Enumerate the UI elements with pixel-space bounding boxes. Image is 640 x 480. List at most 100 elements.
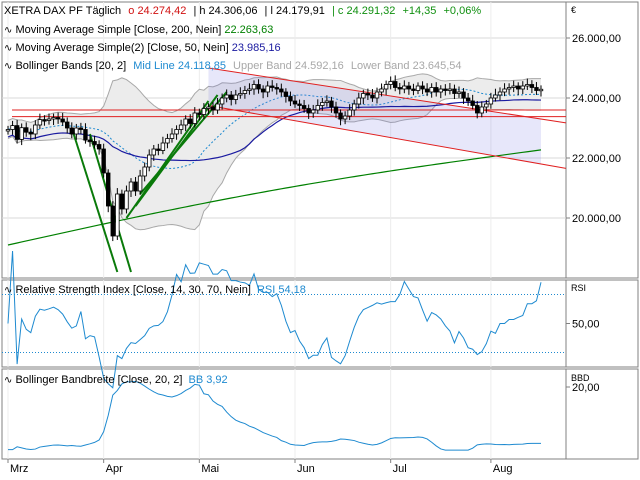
lower-value: 23.645,54 bbox=[412, 60, 462, 72]
bbw-legend[interactable]: ∿ Bollinger Bandbreite [Close, 20, 2] BB… bbox=[4, 374, 228, 386]
rsi-line bbox=[7, 250, 542, 389]
wave-icon: ∿ bbox=[4, 61, 13, 72]
bollinger-params: [20, 2] bbox=[95, 60, 127, 72]
candle-body bbox=[238, 93, 243, 96]
candle-body bbox=[178, 124, 184, 130]
candle-body bbox=[475, 105, 480, 114]
candle-body bbox=[188, 118, 193, 124]
bbw-tick-label: 20,00 bbox=[572, 382, 600, 394]
candle-body bbox=[69, 127, 74, 135]
candle-body bbox=[74, 127, 79, 135]
close-value: 24.291,32 bbox=[346, 5, 396, 17]
candle-body bbox=[484, 103, 489, 108]
candle-body bbox=[497, 91, 503, 96]
price-tick-label: 26.000,00 bbox=[572, 33, 621, 45]
price-panel-frame bbox=[1, 1, 639, 279]
candle-body bbox=[374, 91, 380, 99]
candle-body bbox=[137, 175, 143, 192]
candle-body bbox=[37, 119, 43, 126]
candle-body bbox=[115, 193, 120, 237]
candle-body bbox=[288, 96, 293, 102]
wave-icon: ∿ bbox=[4, 375, 13, 386]
bbw-axis-label: BBD bbox=[571, 373, 590, 383]
candle-body bbox=[438, 88, 443, 93]
candle-body bbox=[270, 85, 275, 88]
rsi-tick-label: 50,00 bbox=[572, 319, 600, 331]
candle-body bbox=[169, 133, 175, 139]
candle-body bbox=[502, 88, 507, 93]
candle-body bbox=[370, 94, 375, 99]
upper-value: 24.592,16 bbox=[294, 60, 344, 72]
candle-body bbox=[42, 119, 47, 122]
candle-body bbox=[128, 181, 134, 192]
candle-body bbox=[393, 81, 398, 88]
candle-body bbox=[65, 121, 70, 129]
candle-body bbox=[365, 93, 371, 96]
candle-body bbox=[201, 108, 207, 115]
open-label: o bbox=[128, 5, 135, 17]
channel-line bbox=[208, 105, 567, 169]
candle-body bbox=[411, 88, 416, 91]
sma50-line bbox=[7, 99, 542, 162]
month-tick-label: Apr bbox=[106, 463, 123, 475]
candle-body bbox=[110, 205, 115, 237]
currency-symbol: € bbox=[571, 5, 577, 15]
candle-body bbox=[301, 105, 307, 109]
candle-body bbox=[429, 87, 434, 93]
mid-value: 24.118,85 bbox=[177, 60, 226, 72]
candle-body bbox=[342, 115, 348, 120]
lower-label: Lower Band bbox=[350, 60, 410, 72]
bbw-label: BB bbox=[188, 374, 204, 386]
candle-body bbox=[19, 127, 24, 140]
candle-body bbox=[516, 85, 521, 90]
month-tick-label: Mrz bbox=[10, 463, 28, 475]
candle-body bbox=[224, 94, 229, 99]
candle-body bbox=[260, 88, 266, 93]
candle-body bbox=[46, 118, 52, 121]
candle-body bbox=[511, 85, 516, 88]
rsi-params: [Close, 14, 30, 70, Nein] bbox=[132, 284, 251, 296]
candle-body bbox=[506, 87, 512, 90]
wave-icon: ∿ bbox=[4, 285, 13, 296]
candle-body bbox=[415, 85, 421, 91]
candle-body bbox=[55, 117, 61, 120]
candle-body bbox=[397, 87, 402, 90]
mid-label: Mid Line bbox=[133, 60, 175, 72]
candle-body bbox=[215, 103, 220, 111]
candles-group bbox=[5, 75, 544, 242]
candle-body bbox=[5, 129, 11, 132]
rsi-legend[interactable]: ∿ Relative Strength Index [Close, 14, 30… bbox=[4, 284, 306, 296]
sma200-legend[interactable]: ∿ Moving Average Simple [Close, 200, Nei… bbox=[4, 24, 273, 36]
candle-body bbox=[60, 118, 65, 123]
candle-body bbox=[119, 193, 125, 210]
candle-body bbox=[529, 84, 535, 88]
sma200-line bbox=[7, 149, 542, 246]
month-tick-label: Jun bbox=[297, 463, 315, 475]
rsi-axis-label: RSI bbox=[571, 283, 587, 293]
high-label: h bbox=[199, 5, 206, 17]
candle-body bbox=[206, 106, 211, 109]
candle-body bbox=[229, 94, 234, 100]
candle-body bbox=[406, 85, 412, 90]
candle-body bbox=[192, 112, 197, 124]
bollinger-lower-line bbox=[7, 97, 542, 231]
candle-body bbox=[251, 84, 257, 90]
candle-body bbox=[28, 131, 33, 135]
candle-body bbox=[256, 84, 261, 90]
candle-body bbox=[247, 88, 252, 91]
candle-body bbox=[124, 190, 129, 210]
candle-body bbox=[306, 108, 311, 114]
bollinger-legend[interactable]: ∿ Bollinger Bands [20, 2] Mid Line 24.11… bbox=[4, 60, 462, 72]
candle-body bbox=[333, 106, 339, 114]
price-tick-label: 22.000,00 bbox=[572, 153, 621, 165]
candle-body bbox=[106, 172, 111, 207]
candle-body bbox=[320, 102, 325, 106]
wave-icon: ∿ bbox=[4, 43, 13, 54]
candle-body bbox=[347, 109, 352, 117]
candle-body bbox=[361, 93, 366, 99]
candle-body bbox=[51, 117, 56, 120]
candle-body bbox=[133, 181, 138, 192]
bbw-value: 3,92 bbox=[206, 374, 228, 386]
sma50-legend[interactable]: ∿ Moving Average Simple(2) [Close, 50, N… bbox=[4, 42, 281, 54]
